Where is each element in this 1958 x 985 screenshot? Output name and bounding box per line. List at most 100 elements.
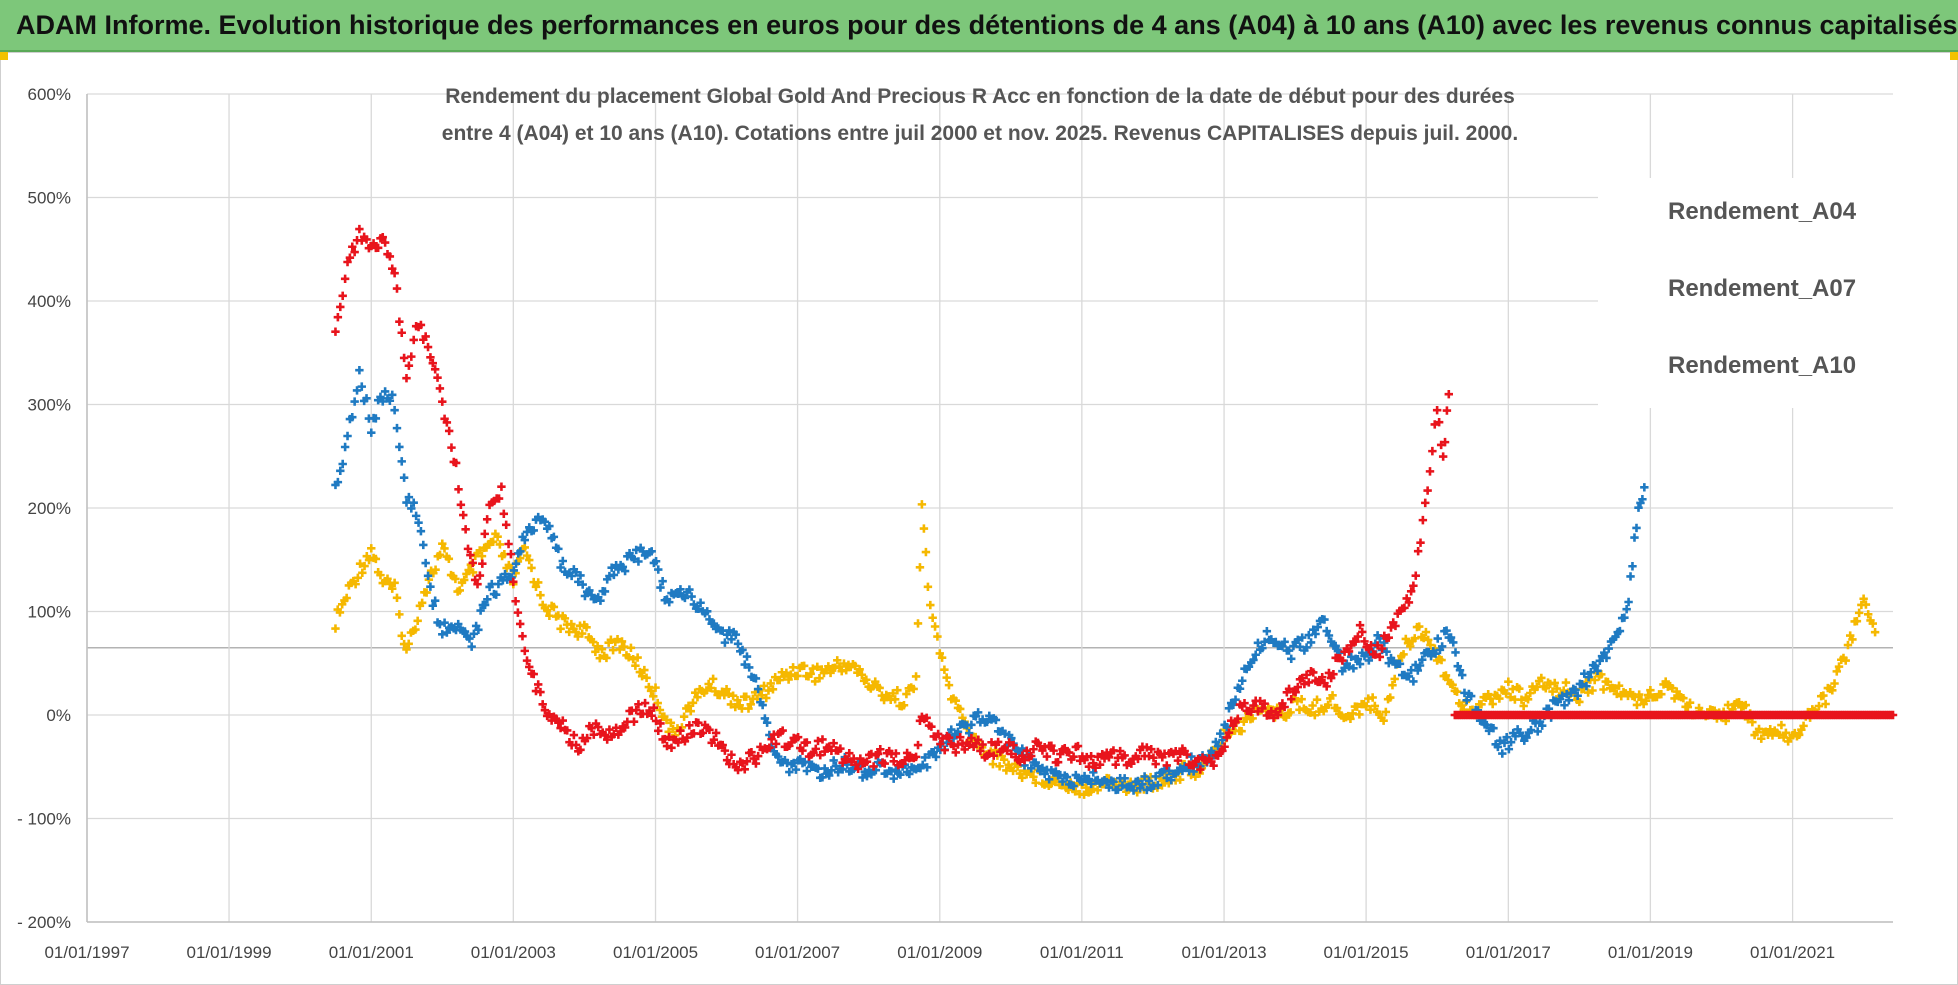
data-point <box>632 705 641 715</box>
data-point <box>1442 626 1451 635</box>
data-point <box>1216 729 1225 738</box>
data-point <box>1320 615 1329 624</box>
data-point <box>342 593 351 603</box>
data-point <box>1375 652 1385 662</box>
data-point <box>1558 691 1567 700</box>
data-point <box>556 723 565 733</box>
data-point <box>1318 672 1327 682</box>
data-point <box>494 494 504 503</box>
data-point <box>451 574 460 584</box>
data-point <box>438 630 447 639</box>
data-point <box>1207 746 1216 756</box>
data-point <box>1537 673 1546 683</box>
data-point <box>1628 562 1637 571</box>
data-point <box>1332 703 1342 713</box>
data-point <box>385 396 395 405</box>
data-point <box>1235 684 1245 693</box>
data-point <box>451 458 461 468</box>
data-point <box>888 689 898 698</box>
data-point <box>816 751 825 760</box>
data-point <box>1582 681 1591 691</box>
x-tick-label: 01/01/2005 <box>613 943 698 962</box>
data-point <box>1502 732 1511 742</box>
data-point <box>333 477 343 487</box>
data-point <box>811 744 820 754</box>
data-point <box>856 754 865 763</box>
data-point <box>480 600 490 610</box>
x-axis-tick-labels: 01/01/1997 01/01/1999 01/01/2001 01/01/2003… <box>44 943 1835 962</box>
data-point <box>651 683 660 692</box>
data-point <box>1794 730 1804 740</box>
data-point <box>1284 684 1294 694</box>
data-point <box>1291 687 1300 697</box>
data-point <box>1253 707 1263 716</box>
data-point <box>392 284 402 293</box>
frame-corner-marker <box>0 52 8 60</box>
data-point <box>1583 688 1593 697</box>
data-point <box>747 748 756 757</box>
data-point <box>440 544 449 553</box>
data-point <box>1622 604 1631 614</box>
data-point <box>371 414 381 423</box>
data-point <box>1646 685 1655 695</box>
data-point <box>463 544 473 554</box>
data-point <box>722 685 731 694</box>
data-point <box>1590 675 1599 685</box>
data-point <box>1870 628 1880 637</box>
data-point <box>1078 777 1087 786</box>
data-point <box>617 637 627 646</box>
data-point <box>352 386 362 395</box>
x-tick-label: 01/01/1997 <box>44 943 129 962</box>
data-point <box>634 557 643 566</box>
data-point <box>682 733 692 742</box>
data-point <box>818 735 827 744</box>
data-point <box>1611 632 1620 642</box>
data-point <box>594 722 603 732</box>
data-point <box>1093 785 1102 795</box>
data-point <box>1401 634 1410 644</box>
data-point <box>376 392 385 402</box>
data-point <box>646 686 656 696</box>
data-point <box>554 718 563 727</box>
data-point <box>1313 622 1322 632</box>
data-point <box>476 606 485 615</box>
data-point <box>576 571 585 580</box>
data-point <box>880 759 889 768</box>
data-point <box>348 242 357 251</box>
data-point <box>1191 772 1200 781</box>
data-point <box>658 576 667 586</box>
data-point <box>549 602 559 612</box>
data-point <box>818 773 827 782</box>
data-point <box>1571 685 1580 695</box>
data-point <box>582 733 592 743</box>
data-point <box>444 426 454 436</box>
data-point <box>1615 626 1625 636</box>
data-point <box>632 545 641 555</box>
data-point <box>1328 691 1337 700</box>
data-point <box>824 662 833 671</box>
data-point <box>768 685 778 694</box>
data-point <box>1515 684 1524 693</box>
data-point <box>1421 498 1430 508</box>
data-point <box>1144 752 1154 761</box>
data-point <box>662 741 672 751</box>
data-point <box>447 443 456 452</box>
data-point <box>629 554 639 564</box>
y-tick-label: - 100% <box>17 810 71 829</box>
data-point <box>1498 749 1507 758</box>
data-point <box>1418 655 1427 664</box>
data-point <box>1269 713 1278 723</box>
data-point <box>1620 613 1629 622</box>
data-point <box>694 604 703 613</box>
data-point <box>1009 740 1018 750</box>
data-point <box>674 589 683 598</box>
data-point <box>615 645 624 654</box>
data-point <box>815 673 824 683</box>
data-point <box>417 598 427 608</box>
data-point <box>1027 751 1036 761</box>
data-point <box>435 619 445 629</box>
data-point <box>685 585 694 594</box>
data-point <box>468 568 478 577</box>
data-point <box>1238 676 1247 685</box>
data-point <box>534 680 543 689</box>
